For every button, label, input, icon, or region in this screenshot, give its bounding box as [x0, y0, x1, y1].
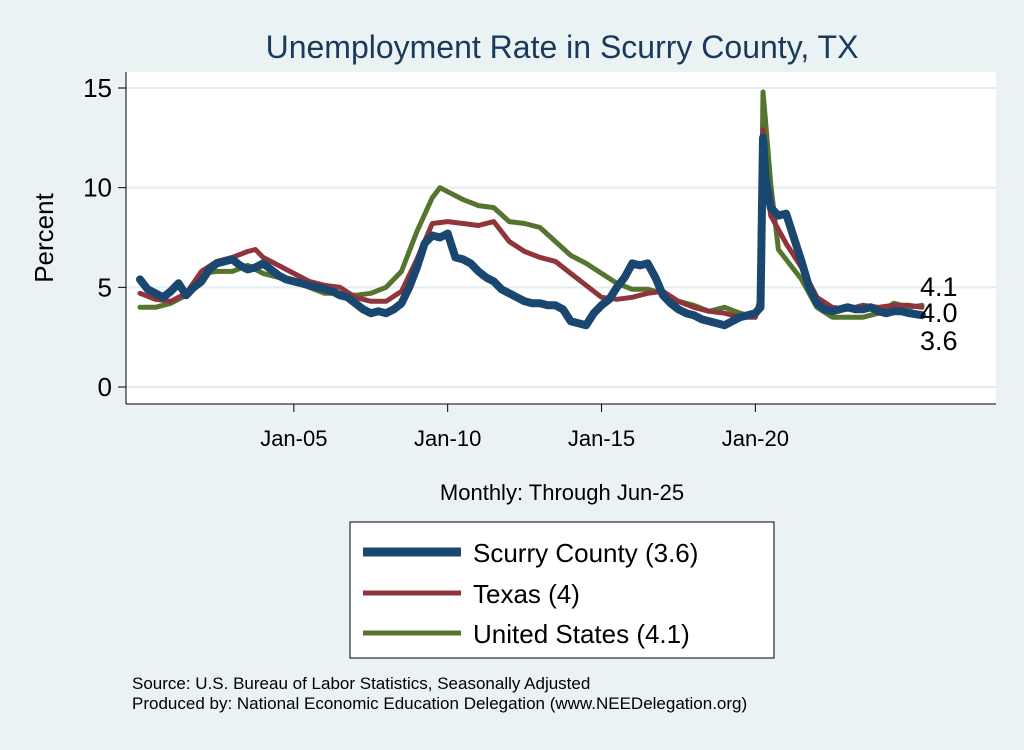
x-tick-label-Jan-10: Jan-10	[414, 426, 481, 451]
x-tick-label-Jan-05: Jan-05	[260, 426, 327, 451]
chart-title: Unemployment Rate in Scurry County, TX	[266, 29, 859, 65]
y-tick-label-10: 10	[83, 173, 112, 203]
y-tick-label-0: 0	[98, 372, 112, 402]
axes: 0 5 10 15 Jan-05 Jan-10 Jan-15 Jan-20	[83, 72, 996, 451]
legend-label-texas: Texas (4)	[473, 579, 580, 609]
legend-label-us: United States (4.1)	[473, 619, 690, 649]
y-tick-label-15: 15	[83, 73, 112, 103]
end-label-texas: 4.0	[920, 298, 958, 328]
legend: Scurry County (3.6) Texas (4) United Sta…	[349, 521, 775, 659]
series-line-texas	[137, 127, 925, 320]
x-tick-label-Jan-20: Jan-20	[722, 426, 789, 451]
gridlines	[126, 87, 996, 388]
series-lines	[136, 89, 926, 330]
end-label-county: 3.6	[920, 326, 958, 356]
source-note: Source: U.S. Bureau of Labor Statistics,…	[132, 674, 590, 693]
end-label-us: 4.1	[920, 272, 958, 302]
legend-label-county: Scurry County (3.6)	[473, 538, 698, 568]
plot-area	[126, 72, 996, 404]
x-axis-label: Monthly: Through Jun-25	[440, 480, 684, 505]
x-tick-label-Jan-15: Jan-15	[568, 426, 635, 451]
series-line-scurry-county	[136, 133, 926, 330]
y-axis-label: Percent	[29, 192, 59, 282]
producer-note: Produced by: National Economic Education…	[132, 694, 747, 713]
y-tick-label-5: 5	[98, 272, 112, 302]
